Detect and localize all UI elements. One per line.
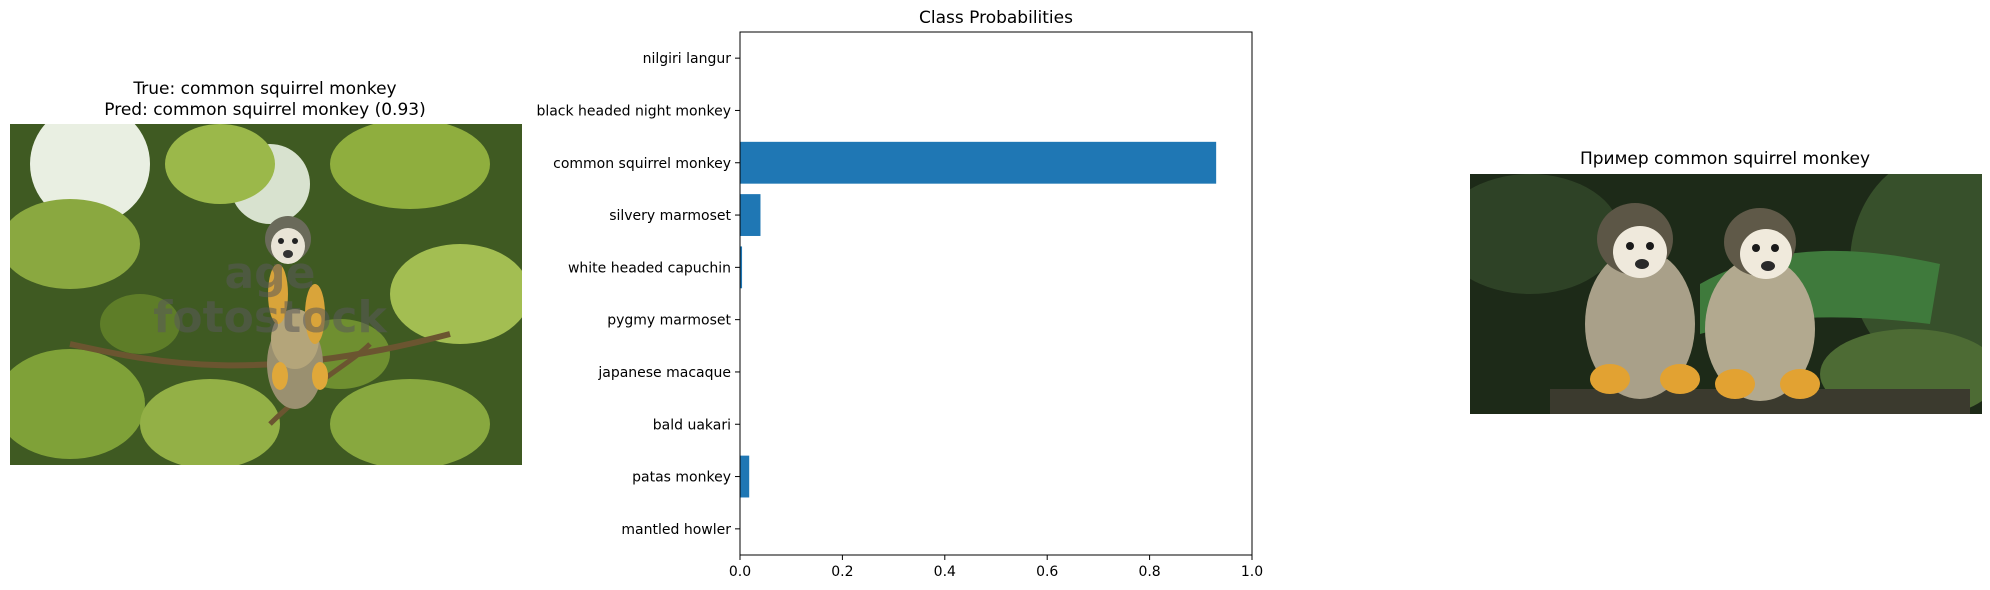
squirrel-monkey-photo: age fotostock [10, 124, 522, 465]
y-tick-label-9: mantled howler [621, 522, 731, 538]
bar-2 [740, 141, 1217, 184]
y-tick-label-4: white headed capuchin [568, 260, 731, 276]
plot-frame [739, 31, 1253, 556]
watermark-line-2: fotostock [153, 292, 387, 343]
x-tick-label-0: 0.0 [729, 564, 751, 580]
pred-label: Pred: common squirrel monkey (0.93) [104, 100, 426, 120]
watermark: age fotostock [130, 252, 410, 340]
y-tick-label-8: patas monkey [632, 470, 731, 486]
left-title: True: common squirrel monkey Pred: commo… [10, 79, 520, 121]
x-tick-label-3: 0.6 [1036, 564, 1058, 580]
watermark-line-1: age [224, 248, 316, 299]
bar-8 [740, 455, 750, 498]
bar-3 [740, 194, 761, 236]
x-tick-label-1: 0.2 [831, 564, 853, 580]
y-tick-label-5: pygmy marmoset [607, 313, 731, 329]
y-tick-label-2: common squirrel monkey [553, 156, 731, 172]
example-title: Пример common squirrel monkey [1579, 149, 1871, 169]
chart-title: Class Probabilities [919, 8, 1073, 28]
true-label: True: common squirrel monkey [133, 79, 397, 99]
y-tick-label-6: japanese macaque [597, 365, 731, 381]
x-tick-label-4: 0.8 [1138, 564, 1160, 580]
x-tick-label-2: 0.4 [934, 564, 956, 580]
y-tick-label-3: silvery marmoset [609, 208, 731, 224]
two-squirrel-monkeys-photo [1470, 174, 1982, 414]
x-tick-label-5: 1.0 [1241, 564, 1263, 580]
y-tick-label-1: black headed night monkey [536, 103, 731, 119]
y-tick-label-7: bald uakari [653, 417, 731, 433]
bar-4 [740, 246, 743, 289]
y-tick-label-0: nilgiri langur [643, 51, 732, 67]
